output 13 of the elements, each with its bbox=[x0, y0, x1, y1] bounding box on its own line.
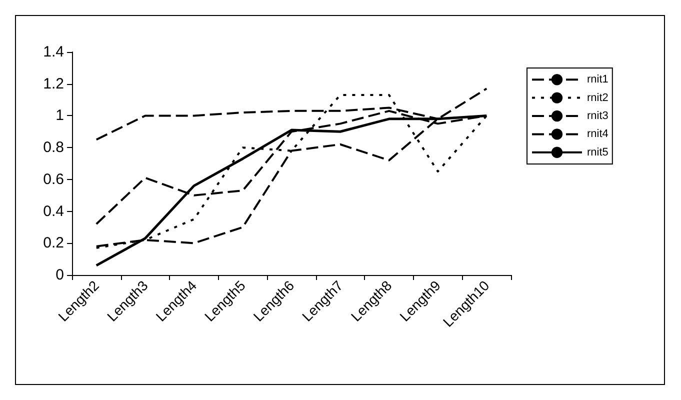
y-tick-label: 1 bbox=[56, 107, 64, 124]
legend-label: rnit5 bbox=[587, 146, 608, 158]
y-tick-label: 0.8 bbox=[43, 139, 64, 156]
legend-label: rnit4 bbox=[587, 128, 608, 140]
legend-label: rnit3 bbox=[587, 110, 608, 122]
y-tick-label: 0.2 bbox=[43, 234, 64, 252]
y-tick-label: 0.4 bbox=[43, 202, 64, 220]
y-tick-label: 0 bbox=[56, 266, 64, 284]
y-tick-label: 1.2 bbox=[43, 75, 64, 92]
y-tick-label: 1.4 bbox=[43, 44, 64, 60]
legend-label: rnit2 bbox=[587, 92, 608, 104]
y-tick-label: 0.6 bbox=[43, 170, 64, 188]
legend-label: rnit1 bbox=[587, 74, 608, 86]
